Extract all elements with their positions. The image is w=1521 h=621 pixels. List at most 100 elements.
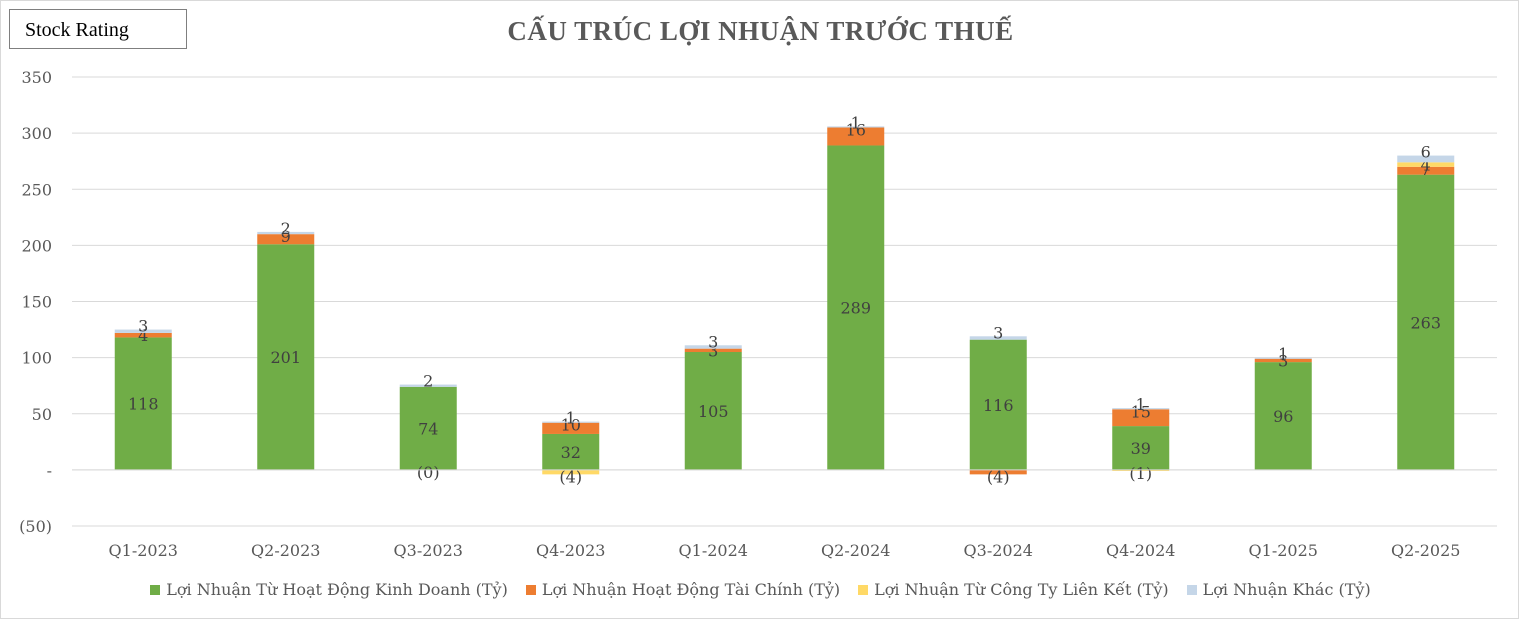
bar-segment xyxy=(257,231,315,235)
bar-segment xyxy=(542,422,600,434)
bar-segment xyxy=(827,126,885,128)
x-tick-label: Q2-2025 xyxy=(1391,541,1460,560)
data-label: 7 xyxy=(1421,160,1431,179)
bar-segment xyxy=(114,337,172,470)
data-label: 2 xyxy=(423,372,433,391)
data-label: (1) xyxy=(1129,464,1152,483)
bar-segment xyxy=(114,329,172,333)
data-label: 263 xyxy=(1410,313,1441,332)
x-tick-label: Q2-2023 xyxy=(251,541,320,560)
bar-segment xyxy=(542,433,600,470)
data-label: 39 xyxy=(1131,439,1151,458)
data-label: 4 xyxy=(138,326,148,345)
data-label: (4) xyxy=(987,467,1010,486)
data-label: 3 xyxy=(708,342,718,361)
data-label: 1 xyxy=(1136,395,1146,414)
data-label: (0) xyxy=(417,463,440,482)
bar-segment xyxy=(114,332,172,338)
data-label: 3 xyxy=(708,332,718,351)
legend-item: Lợi Nhuận Từ Hoạt Động Kinh Doanh (Tỷ) xyxy=(150,580,508,599)
data-label: 1 xyxy=(1278,345,1288,364)
y-tick-label: 50 xyxy=(32,405,52,424)
data-label: 3 xyxy=(993,323,1003,342)
bar-segment xyxy=(827,127,885,146)
data-label: 2 xyxy=(281,219,291,238)
x-tick-label: Q1-2024 xyxy=(679,541,748,560)
data-label: 3 xyxy=(138,317,148,336)
data-label: 289 xyxy=(840,299,871,318)
y-tick-label: 200 xyxy=(21,236,52,255)
bar-segment xyxy=(542,421,600,423)
bar-segment xyxy=(684,352,742,470)
data-label: 16 xyxy=(846,121,866,140)
legend-item: Lợi Nhuận Khác (Tỷ) xyxy=(1186,580,1371,599)
data-label: 15 xyxy=(1131,402,1151,421)
legend-swatch xyxy=(525,584,536,595)
bar-segment xyxy=(1397,162,1455,167)
legend-item: Lợi Nhuận Từ Công Ty Liên Kết (Tỷ) xyxy=(858,580,1169,599)
bar-segment xyxy=(257,244,315,470)
y-tick-label: 300 xyxy=(21,124,52,143)
y-tick-label: 150 xyxy=(21,293,52,312)
bar-segment xyxy=(1397,166,1455,175)
legend-label: Lợi Nhuận Từ Hoạt Động Kinh Doanh (Tỷ) xyxy=(166,580,508,599)
bar-segment xyxy=(1397,174,1455,470)
bar-segment xyxy=(1112,409,1170,427)
legend-label: Lợi Nhuận Hoạt Động Tài Chính (Tỷ) xyxy=(541,580,841,599)
data-label: 105 xyxy=(698,402,729,421)
legend-swatch xyxy=(1186,584,1197,595)
x-tick-label: Q3-2023 xyxy=(394,541,463,560)
data-label: (4) xyxy=(559,467,582,486)
data-label: 1 xyxy=(566,409,576,428)
bar-segment xyxy=(399,386,457,470)
y-tick-label: (50) xyxy=(19,517,52,536)
data-label: 116 xyxy=(983,396,1014,415)
stock-rating-badge: Stock Rating xyxy=(9,9,187,49)
bar-segment xyxy=(1254,357,1312,359)
data-label: 32 xyxy=(561,443,581,462)
x-tick-label: Q4-2023 xyxy=(536,541,605,560)
legend-item: Lợi Nhuận Hoạt Động Tài Chính (Tỷ) xyxy=(525,580,841,599)
bar-segment xyxy=(1112,408,1170,410)
chart-title: CẤU TRÚC LỢI NHUẬN TRƯỚC THUẾ xyxy=(507,16,1014,46)
bar-segment xyxy=(542,469,600,475)
data-label: 201 xyxy=(270,348,301,367)
bar-segment xyxy=(969,469,1027,475)
data-label: 3 xyxy=(1278,352,1288,371)
data-label: 4 xyxy=(1421,155,1431,174)
data-label: 1 xyxy=(851,113,861,132)
y-tick-label: 350 xyxy=(21,68,52,87)
bar-segment xyxy=(1112,426,1170,470)
chart-legend: Lợi Nhuận Từ Hoạt Động Kinh Doanh (Tỷ) Lợ… xyxy=(0,580,1521,599)
legend-swatch xyxy=(150,584,161,595)
x-tick-label: Q1-2025 xyxy=(1249,541,1318,560)
x-tick-label: Q1-2023 xyxy=(109,541,178,560)
x-tick-label: Q2-2024 xyxy=(821,541,890,560)
legend-swatch xyxy=(858,584,869,595)
legend-label: Lợi Nhuận Từ Công Ty Liên Kết (Tỷ) xyxy=(874,580,1169,599)
bar-segment xyxy=(684,345,742,349)
bar-segment xyxy=(1254,362,1312,470)
bar-segment xyxy=(399,384,457,387)
legend-label: Lợi Nhuận Khác (Tỷ) xyxy=(1202,580,1371,599)
bar-segment xyxy=(684,348,742,353)
y-tick-label: 100 xyxy=(21,349,52,368)
data-label: 6 xyxy=(1421,143,1431,162)
data-label: 96 xyxy=(1273,407,1293,426)
x-tick-label: Q4-2024 xyxy=(1106,541,1175,560)
bar-segment xyxy=(1397,155,1455,163)
data-label: 9 xyxy=(281,227,291,246)
bar-segment xyxy=(1112,469,1170,471)
data-label: 74 xyxy=(418,419,438,438)
bar-segment xyxy=(257,234,315,245)
bar-segment xyxy=(1254,358,1312,363)
x-tick-label: Q3-2024 xyxy=(964,541,1033,560)
bar-segment xyxy=(969,339,1027,470)
bar-segment xyxy=(969,336,1027,340)
data-label: 10 xyxy=(561,416,581,435)
y-tick-label: - xyxy=(47,461,52,480)
bar-segment xyxy=(827,145,885,470)
y-tick-label: 250 xyxy=(21,180,52,199)
